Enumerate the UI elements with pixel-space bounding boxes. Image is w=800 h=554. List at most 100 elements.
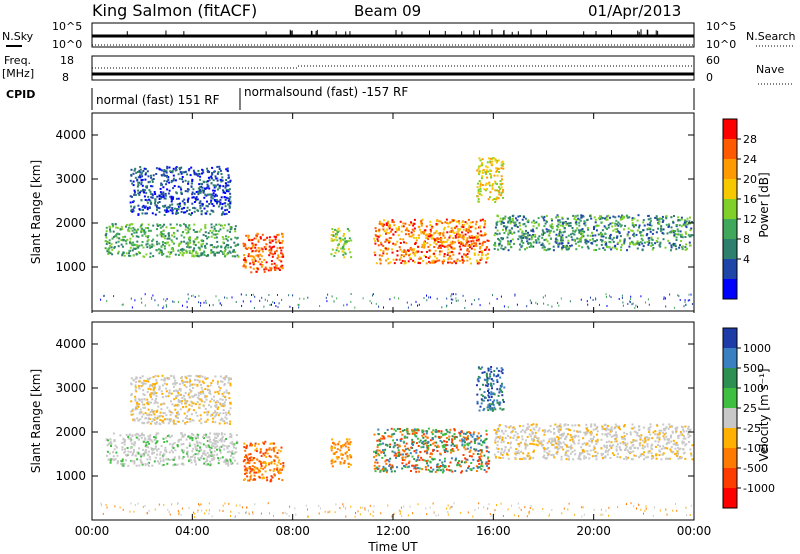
scatter-cell bbox=[494, 408, 497, 411]
scatter-cell bbox=[501, 164, 504, 167]
scatter-cell bbox=[343, 233, 345, 235]
scatter-cell bbox=[449, 241, 452, 244]
scatter-cell bbox=[235, 442, 238, 444]
scatter-cell bbox=[168, 451, 171, 454]
scatter-cell bbox=[216, 165, 219, 168]
scatter-cell bbox=[657, 227, 660, 230]
scatter-cell bbox=[128, 252, 131, 255]
velocity-scatter bbox=[100, 366, 694, 518]
scatter-cell bbox=[509, 239, 512, 242]
scatter-cell bbox=[442, 231, 445, 234]
scatter-cell bbox=[466, 435, 469, 438]
scatter-cell bbox=[490, 176, 493, 179]
scatter-cell bbox=[257, 240, 260, 243]
scatter-cell bbox=[270, 247, 273, 250]
scatter-cell bbox=[425, 432, 428, 435]
scatter-cell bbox=[139, 376, 142, 379]
scatter-cell bbox=[155, 204, 158, 207]
scatter-cell bbox=[682, 223, 685, 226]
scatter-cell bbox=[561, 221, 564, 224]
scatter-cell bbox=[670, 226, 673, 229]
scatter-cell bbox=[484, 254, 487, 257]
scatter-cell bbox=[659, 245, 662, 248]
scatter-cell bbox=[649, 228, 652, 231]
scatter-cell bbox=[211, 177, 213, 180]
scatter-cell bbox=[270, 263, 273, 266]
scatter-cell bbox=[444, 449, 447, 452]
scatter-cell bbox=[157, 304, 159, 307]
scatter-cell bbox=[433, 458, 436, 461]
scatter-cell bbox=[113, 295, 115, 298]
scatter-cell bbox=[408, 224, 411, 226]
scatter-cell bbox=[228, 204, 231, 207]
scatter-cell bbox=[159, 224, 162, 226]
scatter-cell bbox=[144, 189, 147, 192]
scatter-cell bbox=[143, 229, 146, 232]
scatter-cell bbox=[144, 178, 147, 181]
scatter-cell bbox=[141, 415, 144, 418]
scatter-cell bbox=[162, 419, 165, 422]
scatter-cell bbox=[670, 216, 673, 219]
scatter-cell bbox=[408, 465, 411, 468]
scatter-cell bbox=[426, 242, 429, 245]
scatter-cell bbox=[500, 295, 502, 298]
scatter-cell bbox=[195, 230, 198, 233]
scatter-cell bbox=[684, 223, 687, 226]
scatter-cell bbox=[144, 198, 147, 201]
scatter-cell bbox=[615, 223, 618, 226]
scatter-cell bbox=[150, 201, 153, 204]
scatter-cell bbox=[414, 254, 417, 257]
scatter-cell bbox=[223, 391, 226, 394]
scatter-cell bbox=[508, 216, 511, 219]
scatter-cell bbox=[153, 385, 156, 388]
scatter-cell bbox=[192, 447, 195, 450]
scatter-cell bbox=[405, 442, 408, 445]
scatter-cell bbox=[138, 403, 141, 406]
scatter-cell bbox=[132, 418, 135, 421]
scatter-cell bbox=[605, 293, 607, 296]
scatter-cell bbox=[129, 195, 132, 198]
scatter-cell bbox=[505, 229, 507, 232]
scatter-cell bbox=[110, 442, 113, 445]
scatter-cell bbox=[200, 398, 203, 401]
scatter-cell bbox=[144, 438, 147, 441]
scatter-cell bbox=[186, 381, 189, 384]
scatter-cell bbox=[385, 232, 387, 235]
scatter-cell bbox=[211, 166, 214, 169]
scatter-cell bbox=[604, 226, 607, 229]
scatter-cell bbox=[448, 236, 451, 239]
scatter-cell bbox=[188, 396, 191, 399]
scatter-cell bbox=[541, 236, 544, 239]
scatter-cell bbox=[186, 300, 188, 303]
scatter-cell bbox=[149, 255, 152, 258]
scatter-cell bbox=[152, 391, 155, 394]
scatter-cell bbox=[205, 446, 208, 449]
scatter-cell bbox=[482, 168, 485, 171]
scatter-cell bbox=[574, 242, 577, 245]
scatter-cell bbox=[173, 207, 176, 210]
scatter-cell bbox=[417, 454, 420, 457]
scatter-cell bbox=[662, 219, 665, 222]
scatter-cell bbox=[523, 222, 526, 225]
scatter-cell bbox=[275, 267, 278, 269]
scatter-cell bbox=[243, 465, 246, 468]
scatter-cell bbox=[177, 208, 180, 211]
scatter-cell bbox=[140, 462, 143, 465]
scatter-cell bbox=[168, 206, 171, 209]
scatter-cell bbox=[404, 233, 407, 236]
scatter-cell bbox=[492, 183, 494, 186]
scatter-cell bbox=[331, 465, 334, 468]
scatter-cell bbox=[204, 227, 207, 230]
scatter-cell bbox=[125, 225, 127, 228]
scatter-cell bbox=[628, 216, 631, 219]
scatter-cell bbox=[297, 303, 299, 306]
scatter-cell bbox=[521, 237, 523, 240]
scatter-cell bbox=[453, 260, 456, 263]
scatter-cell bbox=[245, 468, 248, 471]
scatter-cell bbox=[209, 201, 212, 204]
scatter-cell bbox=[559, 224, 562, 227]
scatter-cell bbox=[526, 305, 528, 308]
scatter-cell bbox=[185, 225, 188, 228]
scatter-cell bbox=[135, 464, 138, 467]
scatter-cell bbox=[181, 449, 184, 452]
